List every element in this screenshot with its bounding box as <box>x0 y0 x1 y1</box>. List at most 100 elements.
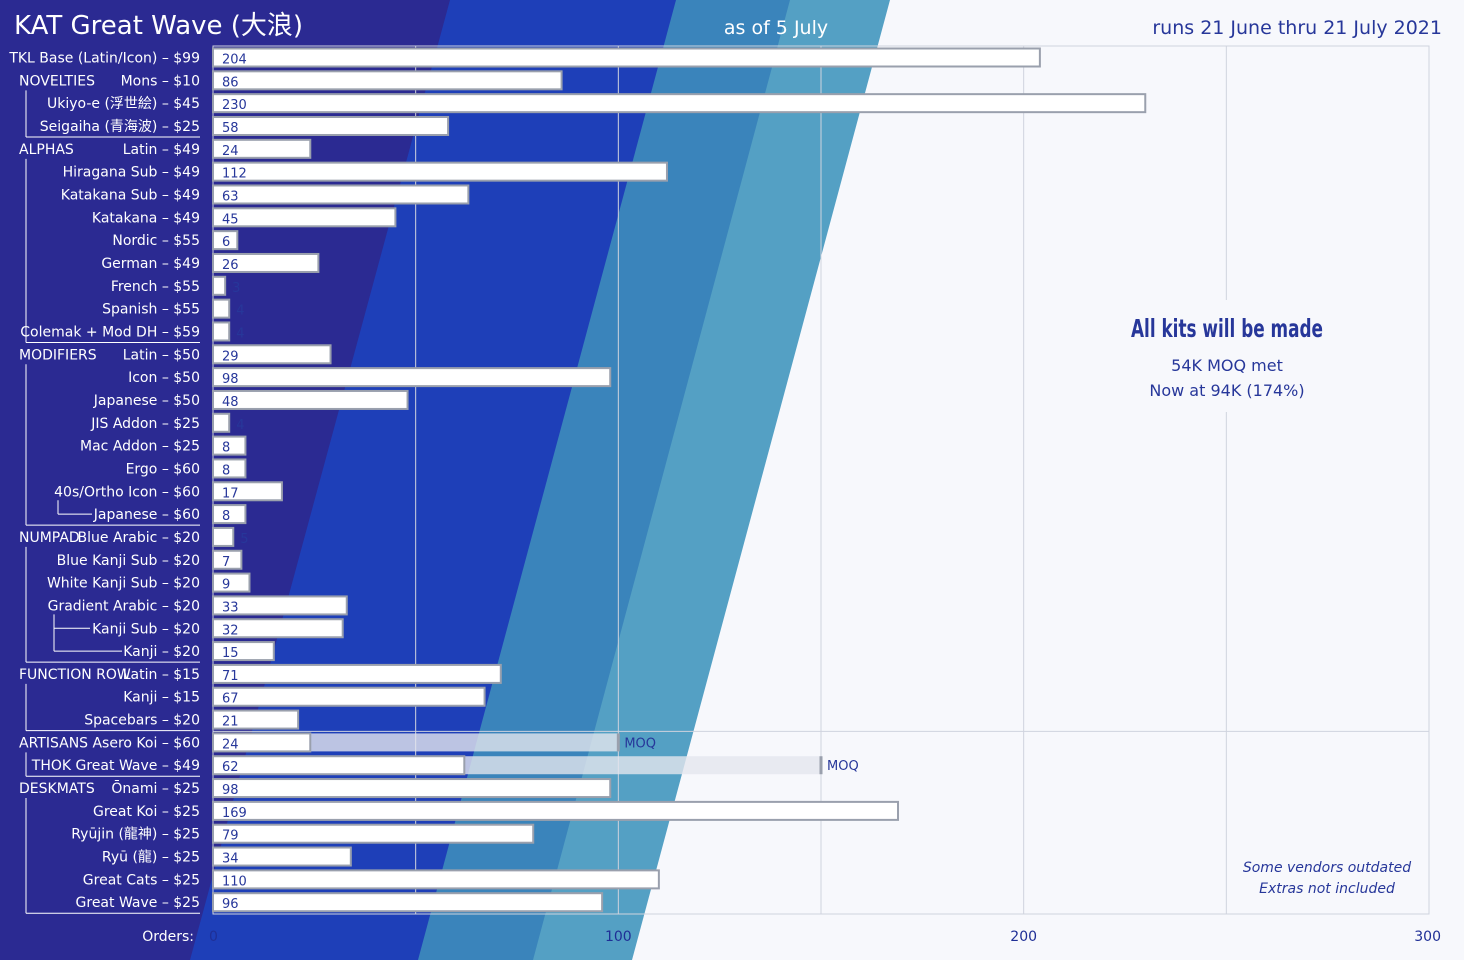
bar <box>212 869 660 890</box>
bar-value-label: 45 <box>222 212 239 227</box>
category-label: Ergo – $60 <box>126 461 200 477</box>
wave-band-dark <box>0 0 450 960</box>
bar <box>212 184 470 205</box>
bar-value-label: 67 <box>222 692 239 707</box>
bar <box>212 321 231 342</box>
bar <box>212 732 312 753</box>
moq-met-note: 54K MOQ met <box>1171 356 1283 375</box>
category-label: Ryūjin (龍神) – $25 <box>71 826 200 843</box>
category-label: White Kanji Sub – $20 <box>47 576 200 592</box>
bar-value-label: 24 <box>222 144 239 159</box>
bar <box>212 504 247 525</box>
category-label: Ōnami – $25 <box>111 780 200 797</box>
group-label: FUNCTION ROW <box>19 667 131 683</box>
bar-value-label: 5 <box>240 532 248 547</box>
category-label: French – $55 <box>111 279 200 295</box>
bar-value-label: 17 <box>222 486 239 501</box>
notes-backdrop <box>1110 300 1346 412</box>
category-label: Latin – $49 <box>123 142 200 158</box>
bar-value-label: 8 <box>222 463 230 478</box>
bar <box>212 138 312 159</box>
group-brackets <box>25 90 200 914</box>
category-labels: TKL Base (Latin/Icon) – $99 NOVELTIES Mons… <box>8 51 200 912</box>
bar <box>212 778 612 799</box>
bar-value-label: 32 <box>222 623 239 638</box>
category-label: Great Wave – $25 <box>76 895 200 911</box>
moq-remaining <box>310 733 619 752</box>
bar-value-label: 34 <box>222 852 239 867</box>
category-label: Great Cats – $25 <box>83 872 200 888</box>
bar-value-label: 4 <box>236 326 244 341</box>
category-label: Latin – $15 <box>123 667 200 683</box>
bar <box>212 275 227 296</box>
category-label: Nordic – $55 <box>112 233 200 249</box>
bar-value-label: 169 <box>222 806 247 821</box>
bar-value-label: 6 <box>222 235 230 250</box>
moq-label: MOQ <box>827 759 859 774</box>
group-label: MODIFIERS <box>19 347 97 363</box>
bar-value-label: 112 <box>222 167 247 182</box>
bar-value-label: 48 <box>222 395 239 410</box>
bar <box>212 412 231 433</box>
x-tick-label: 0 <box>209 929 218 945</box>
category-label: Spanish – $55 <box>102 302 200 318</box>
category-label: Blue Kanji Sub – $20 <box>57 553 200 569</box>
moq-remaining <box>464 756 821 775</box>
bar-value-label: 9 <box>222 578 230 593</box>
category-label: TKL Base (Latin/Icon) – $99 <box>8 51 200 67</box>
category-label: Mac Addon – $25 <box>80 439 200 455</box>
bar <box>212 618 344 639</box>
vendor-note: Some vendors outdated <box>1243 860 1411 876</box>
category-label: Gradient Arabic – $20 <box>48 598 200 614</box>
run-dates: runs 21 June thru 21 July 2021 <box>1152 17 1442 39</box>
bar <box>212 70 563 91</box>
category-label: Seigaiha (青海波) – $25 <box>40 119 200 135</box>
x-tick-label: 100 <box>605 929 632 945</box>
bar-value-label: 98 <box>222 372 239 387</box>
bar <box>212 458 247 479</box>
bar-value-label: 4 <box>236 418 244 433</box>
x-axis-label: Orders: <box>142 929 194 945</box>
bar <box>212 298 231 319</box>
category-label: Japanese – $60 <box>93 507 200 523</box>
bar <box>212 709 300 730</box>
chart-title: KAT Great Wave (大浪) <box>14 11 303 41</box>
bar <box>212 47 1041 68</box>
bar <box>212 435 247 456</box>
bar <box>212 344 332 365</box>
category-label: Mons – $10 <box>121 73 200 89</box>
category-label: Kanji Sub – $20 <box>92 621 200 637</box>
bar <box>212 800 900 821</box>
category-label: Ukiyo-e (浮世絵) – $45 <box>47 96 200 112</box>
group-label: ALPHAS <box>19 142 74 158</box>
x-axis: Orders: 0 100 200 300 <box>142 929 1441 945</box>
category-label: Blue Arabic – $20 <box>78 530 200 546</box>
bar <box>212 595 348 616</box>
category-label: Kanji – $15 <box>123 690 200 706</box>
bar-value-label: 230 <box>222 98 247 113</box>
bar-value-label: 86 <box>222 75 239 90</box>
category-label: Latin – $50 <box>123 347 200 363</box>
bar-value-label: 204 <box>222 53 247 68</box>
as-of-date: as of 5 July <box>724 17 828 39</box>
bar <box>212 572 251 593</box>
bar-value-label: 29 <box>222 349 239 364</box>
bar <box>212 686 486 707</box>
bar-value-label: 24 <box>222 737 239 752</box>
category-label: Japanese – $50 <box>93 393 200 409</box>
bar-value-label: 79 <box>222 829 239 844</box>
bar <box>212 367 612 388</box>
x-tick-label: 300 <box>1414 929 1441 945</box>
category-label: Colemak + Mod DH – $59 <box>20 324 200 340</box>
category-label: Asero Koi – $60 <box>92 735 200 751</box>
bar <box>212 252 320 273</box>
bar-value-label: 58 <box>222 121 239 136</box>
bar-value-label: 71 <box>222 669 239 684</box>
bar-value-label: 7 <box>222 555 230 570</box>
category-label: Icon – $50 <box>128 370 200 386</box>
bar <box>212 481 283 502</box>
bar-value-label: 8 <box>222 441 230 456</box>
category-label: German – $49 <box>101 256 200 272</box>
